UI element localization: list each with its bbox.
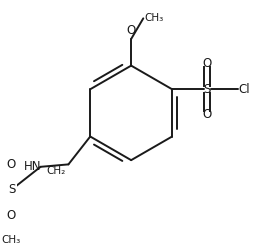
Text: Cl: Cl <box>239 83 250 96</box>
Text: O: O <box>7 158 16 171</box>
Text: S: S <box>8 183 15 196</box>
Text: O: O <box>203 108 212 121</box>
Text: O: O <box>203 57 212 70</box>
Text: HN: HN <box>24 160 42 173</box>
Text: CH₂: CH₂ <box>47 166 66 176</box>
Text: O: O <box>127 24 136 36</box>
Text: O: O <box>7 209 16 222</box>
Text: CH₃: CH₃ <box>2 235 21 245</box>
Text: CH₃: CH₃ <box>144 13 164 23</box>
Text: S: S <box>204 83 211 96</box>
